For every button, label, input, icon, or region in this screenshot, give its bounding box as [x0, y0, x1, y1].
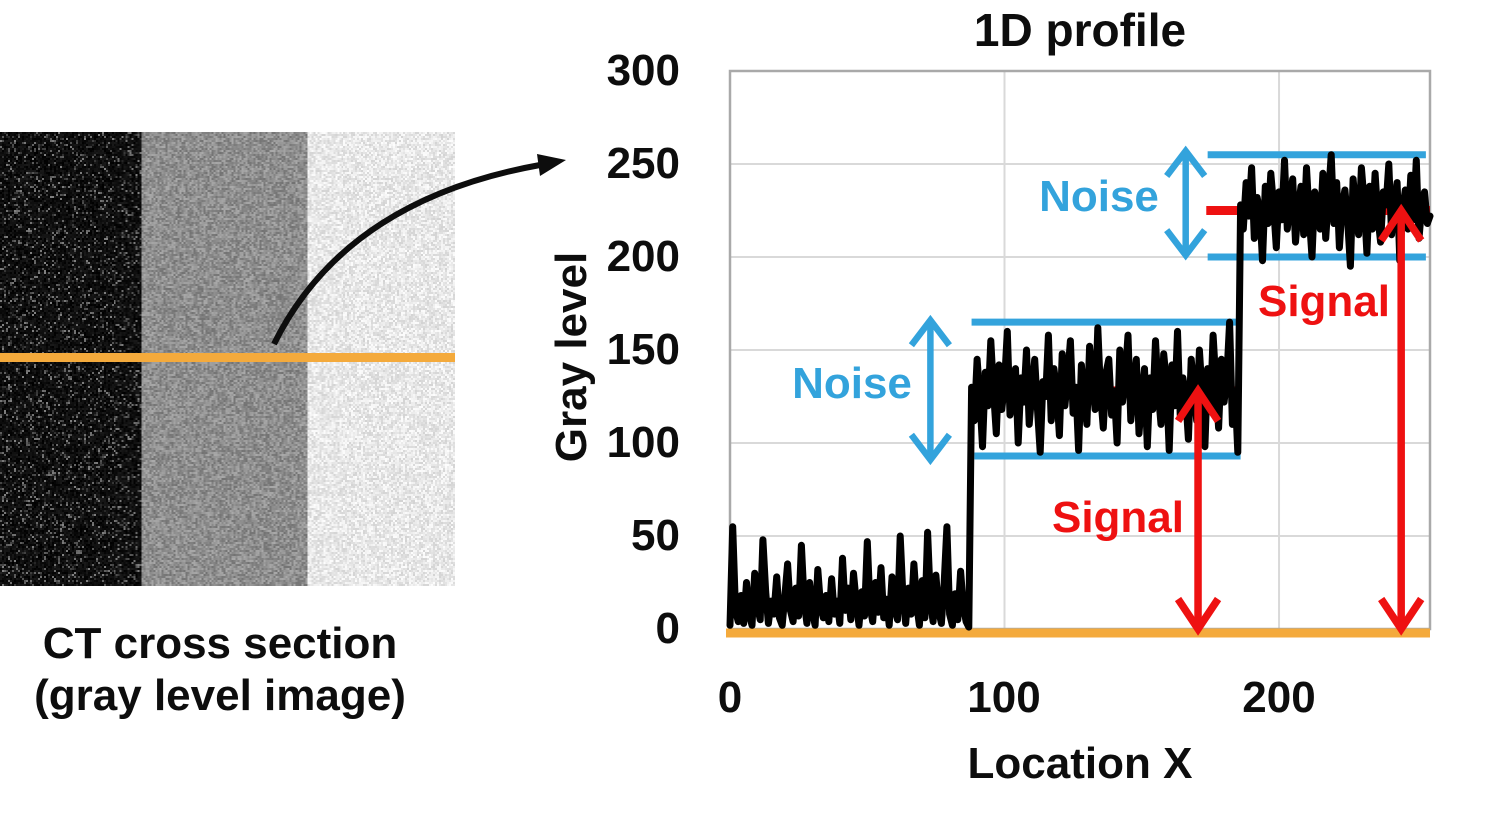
y-tick-100: 100 [606, 418, 680, 467]
scan-line-icon [0, 353, 455, 362]
x-tick-200: 200 [1242, 673, 1316, 722]
x-tick-0: 0 [717, 673, 743, 722]
y-tick-0: 0 [655, 604, 680, 653]
y-tick-200: 200 [606, 232, 680, 281]
y-tick-150: 150 [606, 325, 680, 374]
gridlines [730, 71, 1430, 629]
y-tick-300: 300 [606, 46, 680, 95]
x-tick-100: 100 [967, 673, 1041, 722]
noise-label-top: Noise [1039, 172, 1159, 221]
chart-title: 1D profile [973, 4, 1187, 56]
signal-label-mid: Signal [1051, 493, 1185, 542]
ct-caption-line2: (gray level image) [34, 671, 406, 720]
x-axis-label: Location X [967, 739, 1193, 788]
noise-label-mid: Noise [792, 359, 912, 408]
profile-chart [726, 69, 1434, 638]
ct-caption-line1: CT cross section [42, 619, 398, 668]
y-tick-250: 250 [606, 139, 680, 188]
plot-border [728, 69, 1432, 631]
signal-label-top: Signal [1257, 277, 1391, 326]
signal-arrow [1378, 203, 1425, 636]
y-tick-50: 50 [631, 511, 680, 560]
